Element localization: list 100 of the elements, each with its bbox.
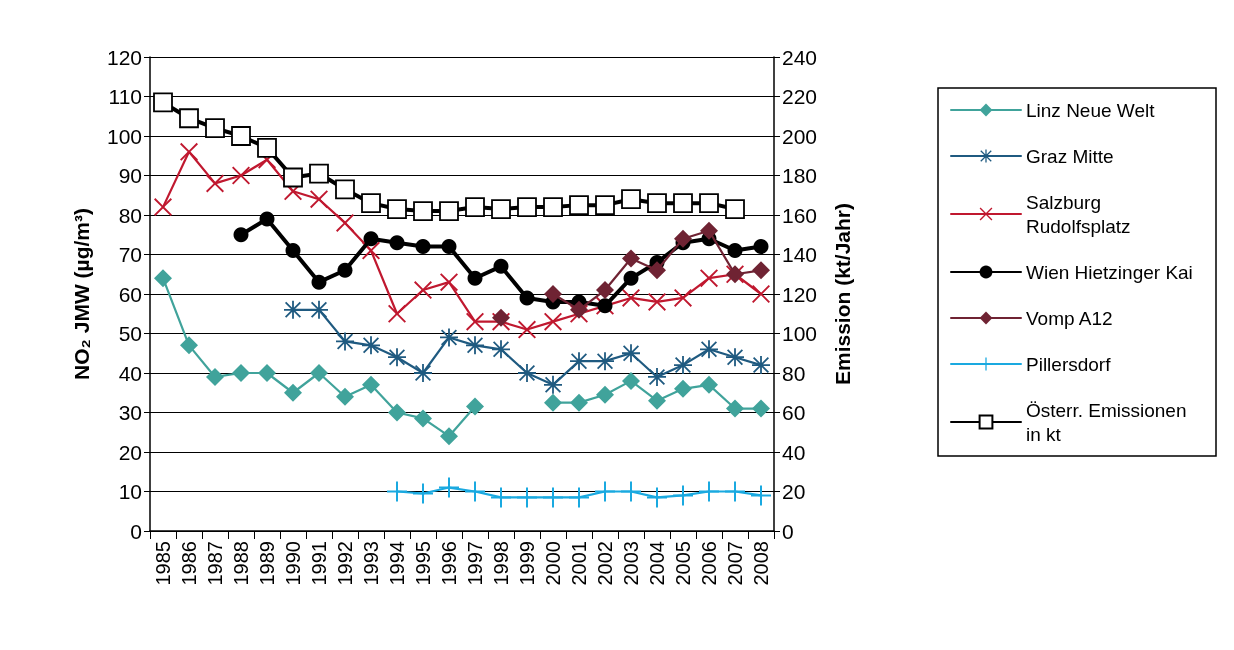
point bbox=[439, 477, 459, 498]
point bbox=[231, 126, 251, 146]
point bbox=[596, 352, 614, 371]
point bbox=[753, 239, 769, 255]
x-tick-label: 1990 bbox=[282, 541, 304, 586]
point bbox=[154, 198, 172, 217]
point bbox=[752, 285, 770, 303]
point bbox=[415, 239, 431, 255]
point bbox=[259, 211, 275, 227]
point bbox=[570, 393, 588, 412]
y-tick-label: 110 bbox=[108, 85, 142, 108]
point bbox=[517, 487, 537, 508]
point bbox=[206, 367, 224, 386]
point bbox=[414, 409, 432, 428]
point bbox=[543, 487, 563, 508]
x-tick-label: 1996 bbox=[438, 541, 460, 586]
x-tick-label: 2003 bbox=[620, 541, 642, 586]
point bbox=[387, 481, 407, 502]
point bbox=[569, 195, 589, 216]
point bbox=[622, 288, 640, 307]
point bbox=[311, 274, 327, 290]
point bbox=[440, 427, 458, 446]
point bbox=[673, 485, 693, 506]
x-tick-label: 1999 bbox=[516, 541, 538, 586]
point bbox=[752, 261, 770, 280]
point bbox=[699, 481, 719, 502]
point bbox=[570, 300, 588, 319]
point bbox=[336, 213, 354, 232]
point bbox=[310, 364, 328, 382]
point bbox=[337, 262, 353, 278]
x-tick-label: 2002 bbox=[594, 541, 616, 586]
y2-tick-label: 220 bbox=[782, 85, 818, 108]
point bbox=[544, 393, 562, 412]
legend-label: Österr. Emissionen in kt bbox=[1026, 399, 1192, 445]
x-tick-label: 2008 bbox=[750, 541, 772, 586]
x-tick-label: 1988 bbox=[230, 541, 252, 586]
point bbox=[335, 179, 355, 200]
x-tick-label: 2007 bbox=[724, 541, 746, 586]
point bbox=[725, 481, 745, 502]
point bbox=[544, 375, 562, 394]
point bbox=[465, 481, 485, 502]
y2-tick-label: 140 bbox=[782, 243, 818, 266]
point bbox=[413, 201, 433, 221]
legend-label: Salzburg Rudolfsplatz bbox=[1026, 191, 1131, 237]
point bbox=[363, 231, 379, 247]
x-tick-label: 2004 bbox=[646, 541, 668, 586]
point bbox=[388, 304, 406, 323]
point bbox=[439, 201, 459, 221]
x-tick-label: 1995 bbox=[412, 541, 434, 586]
y2-tick-label: 180 bbox=[782, 164, 818, 187]
point bbox=[674, 288, 692, 307]
point bbox=[752, 356, 770, 375]
point bbox=[673, 193, 693, 214]
point bbox=[543, 197, 563, 217]
point bbox=[465, 197, 485, 217]
point bbox=[284, 300, 302, 319]
y2-tick-label: 100 bbox=[782, 322, 818, 345]
point bbox=[674, 229, 692, 248]
point bbox=[413, 483, 433, 504]
point bbox=[622, 344, 640, 363]
point bbox=[361, 193, 381, 214]
point bbox=[467, 270, 483, 286]
point bbox=[388, 403, 406, 422]
point bbox=[233, 227, 249, 243]
point bbox=[621, 189, 641, 210]
point bbox=[283, 167, 303, 188]
y-tick-label: 0 bbox=[130, 519, 142, 543]
x-tick-label: 1998 bbox=[490, 541, 512, 586]
point bbox=[518, 364, 536, 382]
point bbox=[544, 285, 562, 303]
point bbox=[310, 190, 328, 209]
x-tick-label: 2006 bbox=[698, 541, 720, 586]
legend-label: Vomp A12 bbox=[1026, 307, 1113, 329]
point bbox=[309, 163, 329, 184]
point bbox=[751, 485, 771, 506]
point bbox=[570, 352, 588, 371]
point bbox=[648, 367, 666, 386]
point bbox=[336, 387, 354, 406]
point bbox=[596, 281, 614, 300]
point bbox=[700, 221, 718, 240]
point bbox=[414, 281, 432, 300]
point bbox=[388, 348, 406, 367]
y2-tick-label: 0 bbox=[782, 519, 794, 543]
point bbox=[491, 199, 511, 219]
point bbox=[154, 269, 172, 288]
point bbox=[414, 364, 432, 382]
point bbox=[622, 371, 640, 390]
legend-label: Graz Mitte bbox=[1026, 145, 1114, 167]
x-tick-label: 2000 bbox=[542, 541, 564, 586]
x-tick-label: 1991 bbox=[308, 541, 330, 586]
point bbox=[466, 397, 484, 416]
y-tick-label: 70 bbox=[118, 243, 142, 266]
y2-tick-label: 240 bbox=[782, 45, 818, 69]
point bbox=[285, 243, 301, 259]
y-tick-label: 120 bbox=[106, 45, 142, 69]
point bbox=[519, 290, 535, 306]
point bbox=[621, 481, 641, 502]
point bbox=[647, 487, 667, 508]
legend-label: Pillersdorf bbox=[1026, 353, 1112, 375]
point bbox=[180, 336, 198, 355]
